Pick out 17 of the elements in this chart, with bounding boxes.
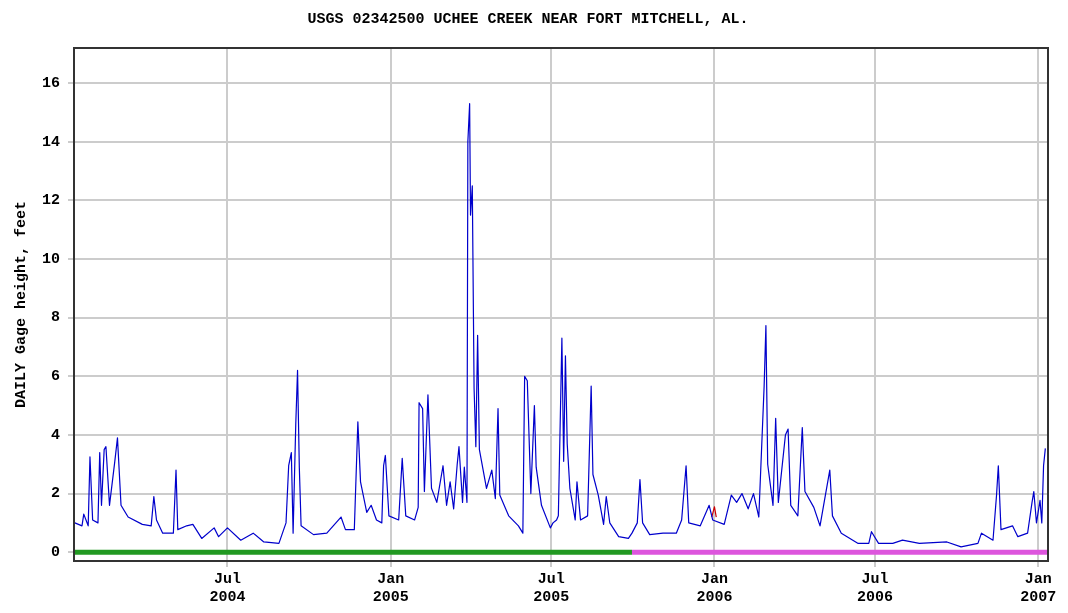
y-tick-label: 6: [50, 368, 60, 386]
x-tick-label: Jan 2006: [696, 570, 733, 606]
chart-title: USGS 02342500 UCHEE CREEK NEAR FORT MITCHELL, AL.: [307, 10, 749, 28]
x-tick-label: Jul 2004: [209, 570, 246, 606]
y-tick-label: 2: [50, 485, 60, 503]
y-tick-label: 8: [50, 309, 60, 327]
y-tick-label: 10: [41, 250, 60, 268]
y-tick-label: 12: [41, 192, 60, 210]
x-tick-label: Jan 2005: [372, 570, 409, 606]
x-tick-label: Jul 2005: [533, 570, 570, 606]
y-axis-title: DAILY Gage height, feet: [12, 200, 30, 409]
y-tick-label: 4: [50, 426, 60, 444]
x-tick-label: Jan 2007: [1020, 570, 1057, 606]
y-tick-label: 16: [41, 74, 60, 92]
y-tick-label: 14: [41, 133, 60, 151]
y-tick-label: 0: [50, 543, 60, 561]
x-tick-label: Jul 2006: [857, 570, 894, 606]
